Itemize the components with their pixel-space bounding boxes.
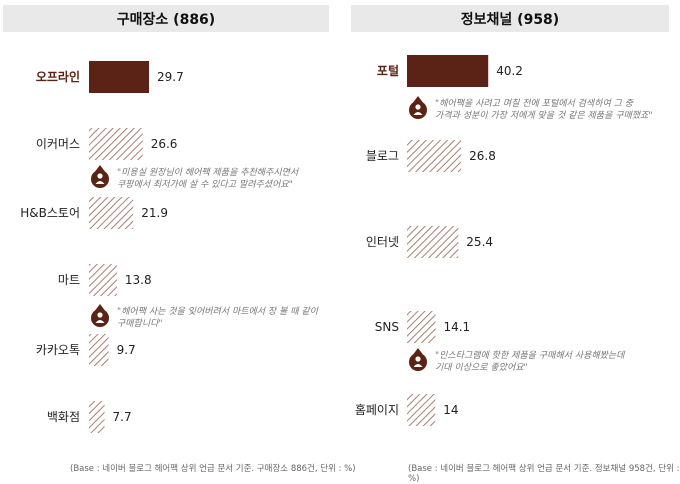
quote-text: "헤어팩 사는 것을 잊어버려서 마트에서 장 볼 때 같이 (117, 306, 319, 317)
bar (407, 311, 436, 343)
value-label: 29.7 (157, 70, 184, 84)
quote-text: 쿠팡에서 최저가에 살 수 있다고 말려주셨어요" (117, 179, 293, 190)
source-note-purchase: (Base : 네이버 블로그 헤어팩 상위 언급 문서 기준. 구매장소 88… (70, 464, 356, 474)
bar (407, 226, 459, 258)
person-quote-icon (409, 348, 427, 371)
category-label: 포털 (377, 63, 399, 78)
quote-text: "헤어팩을 사려고 며칠 전에 포털에서 검색하여 그 중 (435, 98, 634, 109)
bar (89, 128, 143, 160)
category-label: 카카오톡 (36, 343, 80, 357)
quote-text: "인스타그램에 핫한 제품을 구매해서 사용해봤는데 (435, 350, 626, 361)
bar (407, 55, 489, 87)
value-label: 14 (443, 403, 458, 417)
person-quote-icon (91, 304, 109, 327)
category-label: 블로그 (366, 149, 399, 163)
value-label: 14.1 (443, 320, 470, 334)
category-label: 마트 (58, 273, 80, 287)
category-label: 이커머스 (36, 137, 80, 151)
value-label: 21.9 (141, 206, 168, 220)
quote-text: 가격과 성분이 가장 저에게 맞을 것 같은 제품을 구매했죠" (435, 110, 652, 121)
category-label: SNS (375, 320, 399, 334)
info-channel-chart: 포털 40.2 블로그 26.8 인터넷 25.4 SNS 14.1 홈페이지 14 "헤어팩을 사… (355, 55, 652, 426)
person-quote-icon (409, 96, 427, 119)
panel-title-info-channel: 정보채널 (958) (351, 5, 669, 32)
value-label: 7.7 (113, 410, 132, 424)
value-label: 13.8 (125, 273, 152, 287)
value-label: 40.2 (496, 64, 523, 78)
bar (407, 140, 462, 172)
category-label: 백화점 (47, 410, 80, 424)
bar (89, 334, 109, 366)
value-label: 26.6 (151, 137, 178, 151)
bar (89, 61, 149, 93)
source-note-info-channel: (Base : 네이버 블로그 헤어팩 상위 언급 문서 기준. 정보채널 95… (408, 464, 680, 484)
bar (407, 394, 436, 426)
value-label: 9.7 (117, 343, 136, 357)
category-label: 인터넷 (366, 235, 399, 249)
quote-text: "미용실 원장님이 헤어팩 제품을 추천해주시면서 (117, 167, 299, 178)
category-label: H&B스토어 (20, 206, 80, 220)
bar (89, 401, 105, 433)
quote-text: 구매합니다" (117, 318, 163, 329)
category-label: 오프라인 (36, 69, 80, 84)
quote-text: 기대 이상으로 좋았어요" (435, 362, 528, 373)
bar (89, 197, 134, 229)
bar (89, 264, 117, 296)
purchase-place-chart: 오프라인 29.7 이커머스 26.6 H&B스토어 21.9 마트 13.8 카카오톡 9.7 백… (20, 61, 319, 433)
value-label: 26.8 (469, 149, 496, 163)
person-quote-icon (91, 165, 109, 188)
value-label: 25.4 (466, 235, 493, 249)
panel-title-purchase: 구매장소 (886) (3, 5, 329, 32)
category-label: 홈페이지 (355, 403, 399, 417)
